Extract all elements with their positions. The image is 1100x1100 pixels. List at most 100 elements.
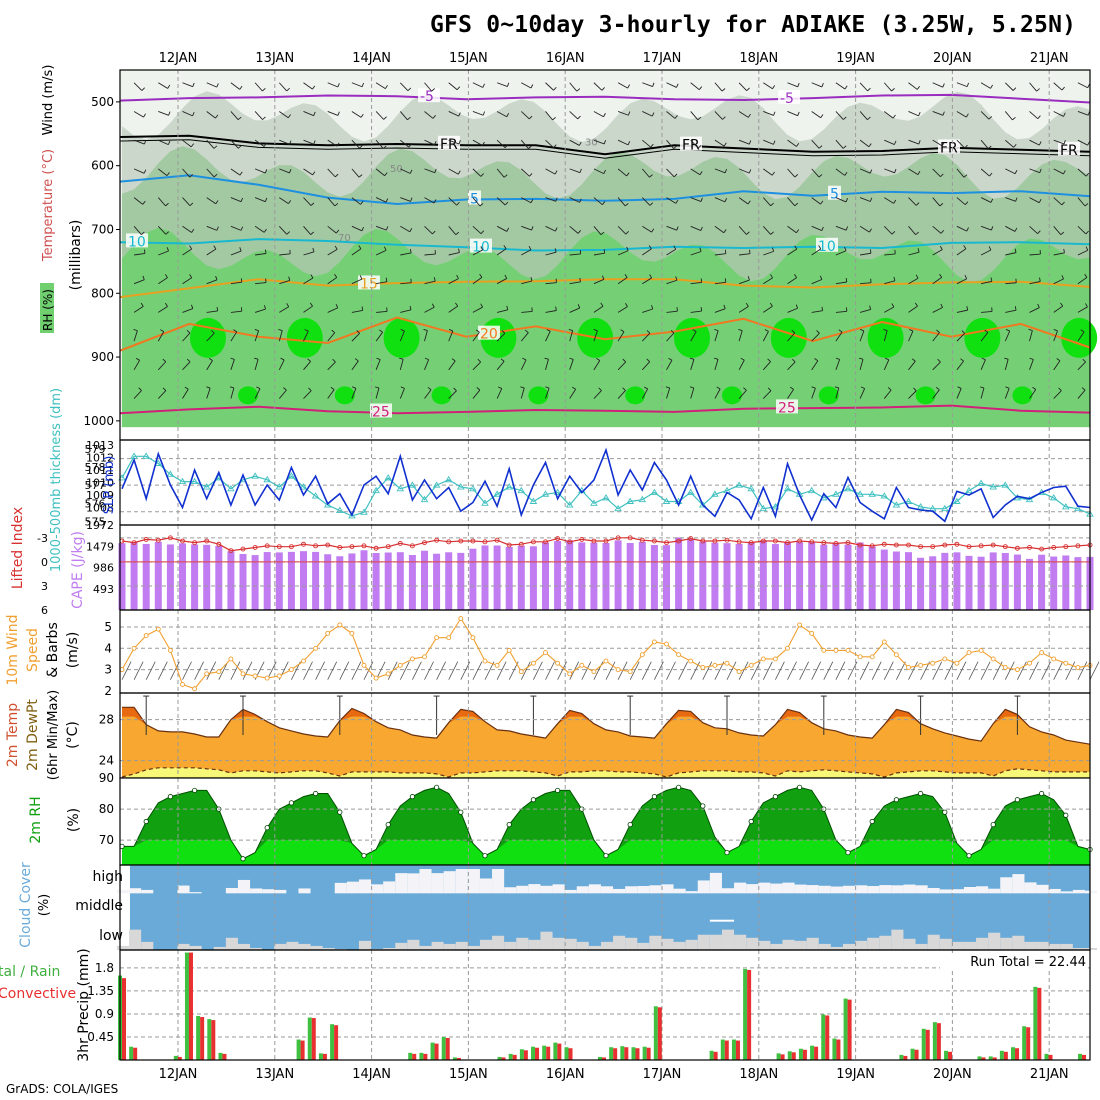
wind-speed-point [1063, 660, 1069, 666]
cape-bar [542, 542, 549, 610]
wind-barb-flag [646, 358, 651, 363]
wind-barb [981, 280, 992, 285]
wind-barb [860, 282, 872, 285]
rh-point [506, 822, 512, 828]
wind-barb [690, 139, 699, 149]
wind-barb [738, 359, 745, 371]
high-cloud-bar [1072, 889, 1085, 894]
rh-high-blob [238, 386, 258, 405]
wind-barb [303, 82, 313, 90]
wind-barb [351, 139, 360, 149]
wind-barb [690, 282, 702, 285]
precip-total-bar [330, 1024, 335, 1060]
pressure-tick-label: 900 [91, 350, 114, 364]
wind-barb-flag [748, 169, 752, 174]
wind-barb-flag [334, 245, 338, 250]
wind-barb-flag [893, 140, 897, 145]
wind-barb-flag [310, 274, 314, 279]
wind-barb-flag [553, 144, 557, 148]
wind-barb [932, 332, 940, 342]
wind-barb [593, 139, 605, 145]
wind-barb-flag [1014, 227, 1018, 232]
high-cloud-bar [951, 889, 964, 894]
cape-bar [396, 552, 404, 610]
wind-barb-flag [796, 229, 800, 234]
wind-barb [182, 197, 191, 206]
wind-barb-flag [1063, 112, 1066, 117]
wind-speed-point [530, 660, 536, 666]
thickness-point [916, 503, 925, 510]
low-cloud-bar [734, 934, 747, 950]
low-cloud-bar [576, 941, 589, 950]
wind-barb-flag [504, 201, 509, 206]
thickness-tick-label: 575 [85, 515, 106, 528]
thickness-point [650, 488, 659, 495]
wind-barb [1029, 359, 1034, 370]
wind-barb-flag [1063, 140, 1066, 145]
surface-wind-barb [557, 661, 567, 680]
high-cloud-bar [455, 869, 468, 894]
thickness-point [989, 483, 997, 490]
precip-total-bar [419, 1052, 424, 1060]
wind-speed-point [797, 622, 803, 628]
high-cloud-bar [903, 884, 916, 894]
wind-barb-flag [186, 329, 191, 334]
wind-barb [157, 361, 167, 371]
wind-barb-flag [239, 171, 243, 176]
wind-barb [690, 359, 695, 370]
wind-barb-flag [577, 304, 581, 309]
wind-barb [762, 361, 771, 371]
wind-barb [980, 225, 992, 231]
wind-barb [1077, 249, 1089, 256]
wind-barb [835, 331, 843, 342]
wind-barb [303, 331, 309, 342]
thickness-line [121, 455, 1091, 517]
wind-barb-flag [480, 246, 484, 251]
wind-barb [375, 249, 387, 256]
wind-barb-flag [891, 231, 896, 235]
day-tick-label-bottom: 18JAN [739, 1067, 778, 1082]
wind-barb [351, 225, 363, 232]
wind-barb [158, 306, 168, 313]
dewpoint-fill [122, 767, 1090, 778]
precip-total-bar [743, 968, 748, 1060]
precip-convective-bar [646, 1047, 651, 1060]
wind-barb [472, 249, 483, 256]
cape-bar [166, 544, 174, 610]
wind-speed-point [446, 635, 452, 641]
thickness-tick-label: 579 [85, 443, 106, 456]
lifted-index-point [494, 537, 500, 543]
wind-barb [351, 333, 360, 342]
wind-barb-flag [410, 197, 413, 202]
cape-bar [142, 543, 150, 610]
surface-wind-barb [170, 661, 180, 680]
wind-barb-flag [434, 168, 437, 173]
rh-point [409, 794, 415, 800]
wind-barb-flag [601, 275, 605, 280]
wind-barb-flag [206, 386, 211, 389]
wind-speed-point [651, 639, 657, 645]
contour-label: 10 [472, 240, 490, 256]
wind-speed-point [276, 673, 282, 679]
wind-barb [351, 168, 360, 178]
wind-speed-point [760, 656, 766, 662]
wind-barb-flag [216, 306, 219, 312]
wind-barb-flag [482, 111, 486, 116]
low-cloud-bar [395, 942, 408, 950]
wind-barb-flag [845, 226, 849, 231]
surface-wind-barb [738, 661, 749, 680]
wind-barb-flag [507, 82, 510, 87]
precip-total-bar [899, 1054, 904, 1060]
wind-barb [182, 332, 191, 342]
wind-barb [738, 330, 743, 342]
precip-total-bar [810, 1045, 815, 1060]
low-cloud-bar [891, 929, 904, 950]
low-cloud-bar [540, 931, 553, 950]
wind-barb-flag [1061, 201, 1065, 206]
surface-wind-barb [315, 661, 325, 680]
lifted-index-point [1051, 545, 1057, 550]
wind-barb-flag [142, 200, 146, 205]
wind-barb-flag [239, 247, 242, 252]
day-tick-label-top: 19JAN [836, 51, 875, 66]
wind-barb [1005, 168, 1016, 175]
